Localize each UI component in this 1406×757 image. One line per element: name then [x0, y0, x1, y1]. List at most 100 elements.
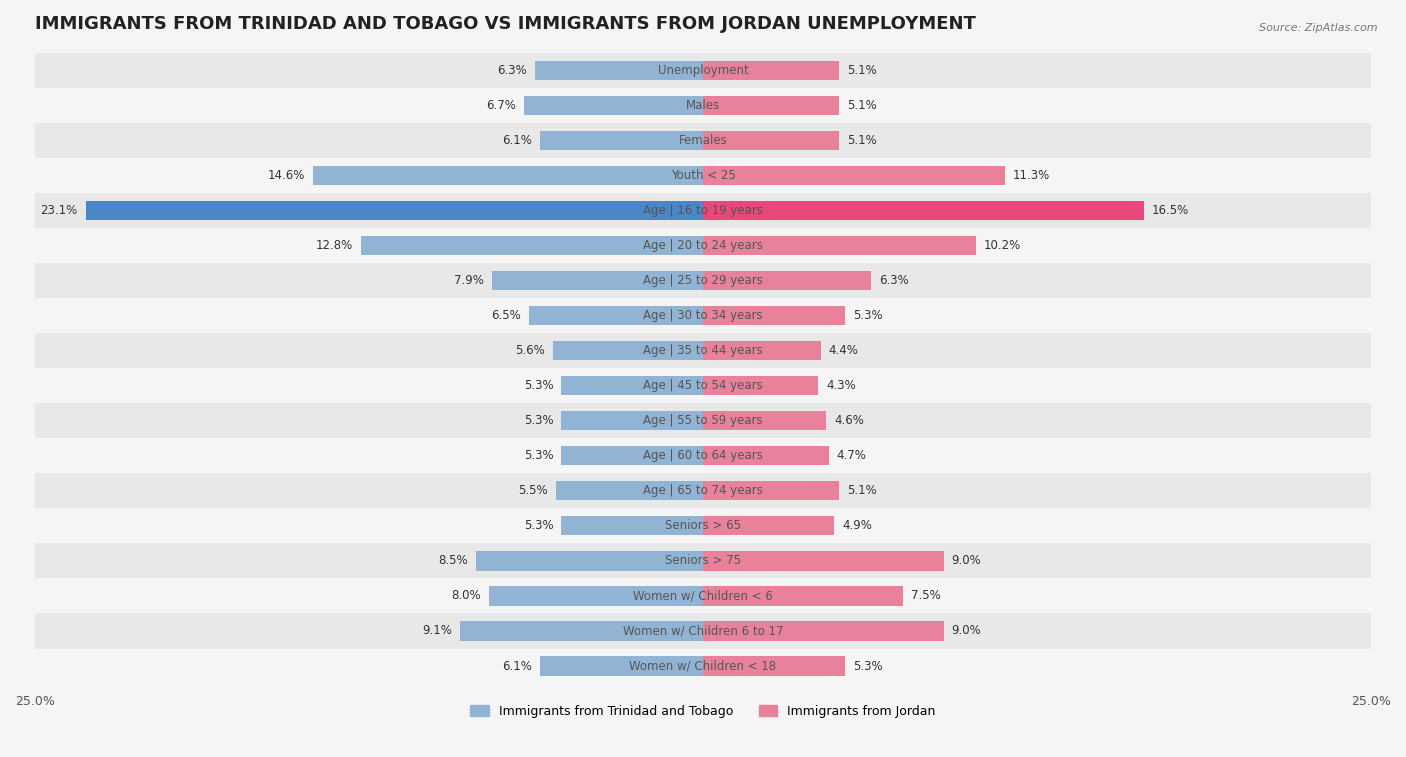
Text: 8.0%: 8.0%	[451, 590, 481, 603]
Text: 5.5%: 5.5%	[519, 484, 548, 497]
Text: Women w/ Children < 6: Women w/ Children < 6	[633, 590, 773, 603]
Bar	[35, 544, 1371, 578]
Bar	[86, 201, 703, 220]
Text: Males: Males	[686, 98, 720, 112]
Text: Seniors > 65: Seniors > 65	[665, 519, 741, 532]
Bar	[703, 656, 845, 676]
Text: Unemployment: Unemployment	[658, 64, 748, 76]
Text: 10.2%: 10.2%	[984, 239, 1021, 252]
Bar	[561, 446, 703, 466]
Bar	[35, 123, 1371, 157]
Text: 6.5%: 6.5%	[492, 309, 522, 322]
Text: 5.1%: 5.1%	[848, 134, 877, 147]
Text: 7.5%: 7.5%	[911, 590, 941, 603]
Bar	[475, 551, 703, 571]
Bar	[703, 551, 943, 571]
Text: 5.3%: 5.3%	[523, 379, 554, 392]
Text: Seniors > 75: Seniors > 75	[665, 554, 741, 568]
Bar	[35, 578, 1371, 613]
Text: 5.3%: 5.3%	[523, 414, 554, 427]
Text: 5.6%: 5.6%	[516, 344, 546, 357]
Bar	[703, 166, 1005, 185]
Text: 4.6%: 4.6%	[834, 414, 863, 427]
Text: 11.3%: 11.3%	[1012, 169, 1050, 182]
Bar	[540, 131, 703, 150]
Text: 9.0%: 9.0%	[952, 554, 981, 568]
Text: 5.1%: 5.1%	[848, 98, 877, 112]
Text: 6.7%: 6.7%	[486, 98, 516, 112]
Bar	[35, 228, 1371, 263]
Text: 12.8%: 12.8%	[316, 239, 353, 252]
Text: Women w/ Children < 18: Women w/ Children < 18	[630, 659, 776, 672]
Bar	[492, 271, 703, 290]
Bar	[703, 61, 839, 79]
Bar	[703, 201, 1144, 220]
Text: 8.5%: 8.5%	[439, 554, 468, 568]
Bar	[35, 613, 1371, 649]
Bar	[703, 306, 845, 326]
Bar	[35, 649, 1371, 684]
Bar	[35, 403, 1371, 438]
Bar	[703, 481, 839, 500]
Bar	[460, 621, 703, 640]
Text: 5.1%: 5.1%	[848, 484, 877, 497]
Bar	[554, 341, 703, 360]
Text: 6.3%: 6.3%	[496, 64, 527, 76]
Text: 5.3%: 5.3%	[852, 309, 883, 322]
Bar	[35, 263, 1371, 298]
Text: Age | 65 to 74 years: Age | 65 to 74 years	[643, 484, 763, 497]
Bar	[35, 157, 1371, 193]
Text: Age | 16 to 19 years: Age | 16 to 19 years	[643, 204, 763, 217]
Bar	[703, 131, 839, 150]
Bar	[703, 341, 821, 360]
Bar	[703, 411, 825, 430]
Text: 5.1%: 5.1%	[848, 64, 877, 76]
Text: 5.3%: 5.3%	[852, 659, 883, 672]
Bar	[35, 473, 1371, 508]
Text: Age | 20 to 24 years: Age | 20 to 24 years	[643, 239, 763, 252]
Bar	[35, 368, 1371, 403]
Text: Youth < 25: Youth < 25	[671, 169, 735, 182]
Bar	[35, 88, 1371, 123]
Text: Source: ZipAtlas.com: Source: ZipAtlas.com	[1260, 23, 1378, 33]
Text: 4.3%: 4.3%	[825, 379, 856, 392]
Text: Age | 35 to 44 years: Age | 35 to 44 years	[643, 344, 763, 357]
Text: Women w/ Children 6 to 17: Women w/ Children 6 to 17	[623, 625, 783, 637]
Text: Age | 25 to 29 years: Age | 25 to 29 years	[643, 274, 763, 287]
Text: 4.7%: 4.7%	[837, 449, 866, 463]
Text: 5.3%: 5.3%	[523, 449, 554, 463]
Bar	[555, 481, 703, 500]
Text: 4.4%: 4.4%	[828, 344, 859, 357]
Bar	[529, 306, 703, 326]
Bar	[703, 516, 834, 535]
Bar	[561, 376, 703, 395]
Bar	[534, 61, 703, 79]
Text: 23.1%: 23.1%	[41, 204, 77, 217]
Text: 6.1%: 6.1%	[502, 659, 531, 672]
Text: Age | 30 to 34 years: Age | 30 to 34 years	[643, 309, 763, 322]
Bar	[314, 166, 703, 185]
Text: 6.3%: 6.3%	[879, 274, 910, 287]
Text: 7.9%: 7.9%	[454, 274, 484, 287]
Bar	[703, 271, 872, 290]
Text: Age | 60 to 64 years: Age | 60 to 64 years	[643, 449, 763, 463]
Bar	[35, 53, 1371, 88]
Bar	[703, 446, 828, 466]
Text: 5.3%: 5.3%	[523, 519, 554, 532]
Text: 4.9%: 4.9%	[842, 519, 872, 532]
Bar	[703, 95, 839, 115]
Text: 9.0%: 9.0%	[952, 625, 981, 637]
Text: 6.1%: 6.1%	[502, 134, 531, 147]
Bar	[561, 516, 703, 535]
Legend: Immigrants from Trinidad and Tobago, Immigrants from Jordan: Immigrants from Trinidad and Tobago, Imm…	[465, 700, 941, 723]
Bar	[561, 411, 703, 430]
Bar	[703, 586, 904, 606]
Bar	[35, 333, 1371, 368]
Text: Females: Females	[679, 134, 727, 147]
Text: 16.5%: 16.5%	[1152, 204, 1189, 217]
Bar	[361, 236, 703, 255]
Bar	[35, 508, 1371, 544]
Text: 14.6%: 14.6%	[267, 169, 305, 182]
Bar	[35, 438, 1371, 473]
Text: IMMIGRANTS FROM TRINIDAD AND TOBAGO VS IMMIGRANTS FROM JORDAN UNEMPLOYMENT: IMMIGRANTS FROM TRINIDAD AND TOBAGO VS I…	[35, 15, 976, 33]
